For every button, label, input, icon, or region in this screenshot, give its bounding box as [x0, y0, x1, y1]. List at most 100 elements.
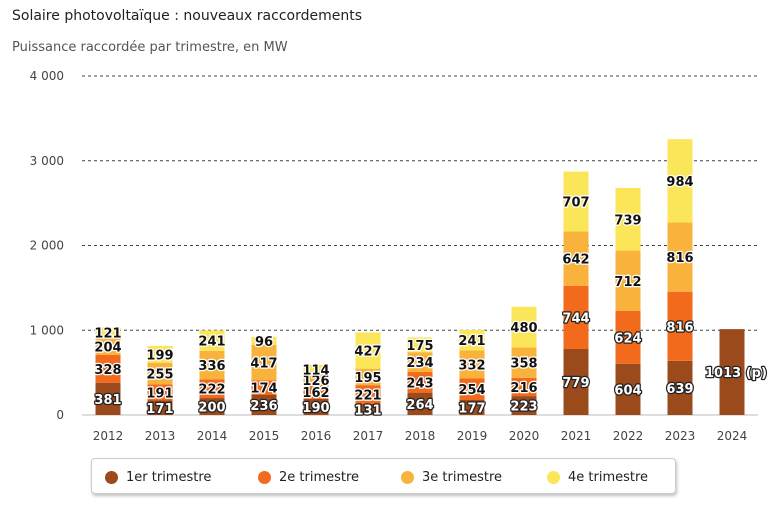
x-tick-label: 2017	[353, 429, 384, 443]
bar-segment	[407, 352, 433, 373]
y-tick-label: 2 000	[30, 239, 64, 253]
bar-segment	[95, 382, 121, 415]
data-label: 381	[94, 393, 121, 408]
bar-segment	[303, 364, 329, 375]
bar-segment	[251, 380, 277, 395]
bar-segment	[459, 399, 485, 415]
bar-segment	[511, 377, 537, 397]
data-label: 96	[255, 335, 273, 350]
data-label: 234	[406, 356, 433, 371]
data-label: 162	[302, 386, 329, 401]
data-label: 236	[250, 399, 277, 414]
bar-segment	[303, 385, 329, 399]
legend-item-q2[interactable]: 2e trimestre	[258, 468, 359, 486]
bar-segment	[407, 337, 433, 353]
data-label: 1013 (p)	[705, 366, 767, 381]
data-label: 984	[666, 175, 693, 190]
bar-segment	[615, 187, 641, 251]
data-label: 816	[666, 320, 693, 335]
x-tick-label: 2014	[197, 429, 228, 443]
data-label: 204	[94, 340, 121, 355]
data-label: 744	[562, 311, 589, 326]
data-label: 200	[198, 401, 225, 416]
bar-segment	[667, 360, 693, 415]
bar-segment	[147, 345, 173, 363]
x-tick-label: 2021	[561, 429, 592, 443]
bar-segment	[459, 350, 485, 379]
bar-segment	[615, 363, 641, 415]
data-label: 223	[510, 400, 537, 415]
x-tick-label: 2024	[717, 429, 748, 443]
bar-segment	[563, 231, 589, 286]
bar-segment	[355, 385, 381, 404]
bar-segment	[147, 400, 173, 415]
data-label: 177	[458, 401, 485, 416]
data-label: 199	[146, 348, 173, 363]
data-label: 264	[406, 398, 433, 413]
bar-segment	[407, 372, 433, 393]
x-tick-label: 2023	[665, 429, 696, 443]
legend-marker-q4	[547, 470, 560, 484]
data-label: 175	[406, 339, 433, 354]
data-label: 221	[354, 389, 381, 404]
x-tick-label: 2012	[93, 429, 124, 443]
data-label: 126	[302, 374, 329, 389]
data-label: 779	[562, 376, 589, 391]
x-tick-label: 2020	[509, 429, 540, 443]
data-label: 255	[146, 368, 173, 383]
bar-segment	[199, 350, 225, 380]
legend-item-q3[interactable]: 3e trimestre	[401, 468, 502, 486]
bar-segment	[459, 329, 485, 351]
data-label: 336	[198, 359, 225, 374]
data-label: 332	[458, 358, 485, 373]
data-label: 328	[94, 363, 121, 378]
bar-segment	[719, 329, 745, 415]
data-label: 427	[354, 345, 381, 360]
bar-segment	[95, 327, 121, 338]
x-tick-label: 2019	[457, 429, 488, 443]
bar-segment	[667, 139, 693, 223]
data-label: 243	[406, 376, 433, 391]
data-label: 624	[614, 331, 641, 346]
bar-segment	[563, 285, 589, 349]
x-tick-label: 2013	[145, 429, 176, 443]
data-label: 480	[510, 321, 537, 336]
x-tick-label: 2022	[613, 429, 644, 443]
legend-label-q4: 4e trimestre	[568, 469, 649, 485]
bar-segment	[615, 250, 641, 311]
bar-segment	[147, 362, 173, 385]
data-label: 739	[614, 213, 641, 228]
x-tick-label: 2015	[249, 429, 280, 443]
bar-segment	[667, 222, 693, 292]
bar-segment	[667, 291, 693, 361]
y-tick-label: 0	[56, 408, 64, 422]
data-label: 707	[562, 196, 589, 211]
y-tick-label: 3 000	[30, 154, 64, 168]
bar-segment	[251, 394, 277, 415]
bar-segment	[303, 398, 329, 415]
y-tick-label: 1 000	[30, 323, 64, 337]
bar-segment	[563, 348, 589, 415]
x-tick-label: 2016	[301, 429, 332, 443]
data-label: 639	[666, 382, 693, 397]
legend-label-q3: 3e trimestre	[422, 469, 503, 485]
y-tick-label: 4 000	[30, 69, 64, 83]
data-label: 191	[146, 386, 173, 401]
legend-marker-q2	[258, 470, 271, 484]
data-label: 195	[354, 371, 381, 386]
bar-segment	[511, 396, 537, 415]
legend-item-q4[interactable]: 4e trimestre	[547, 468, 648, 486]
bar-segment	[199, 398, 225, 415]
data-label: 174	[250, 382, 277, 397]
data-label: 114	[302, 364, 329, 379]
x-tick-label: 2018	[405, 429, 436, 443]
bar-segment	[511, 347, 537, 378]
data-label: 254	[458, 383, 485, 398]
data-label: 190	[302, 401, 329, 416]
bar-segment	[199, 379, 225, 399]
bar-segment	[95, 337, 121, 355]
bar-segment	[95, 354, 121, 383]
legend-item-q1[interactable]: 1er trimestre	[105, 468, 211, 486]
data-label: 131	[354, 403, 381, 418]
